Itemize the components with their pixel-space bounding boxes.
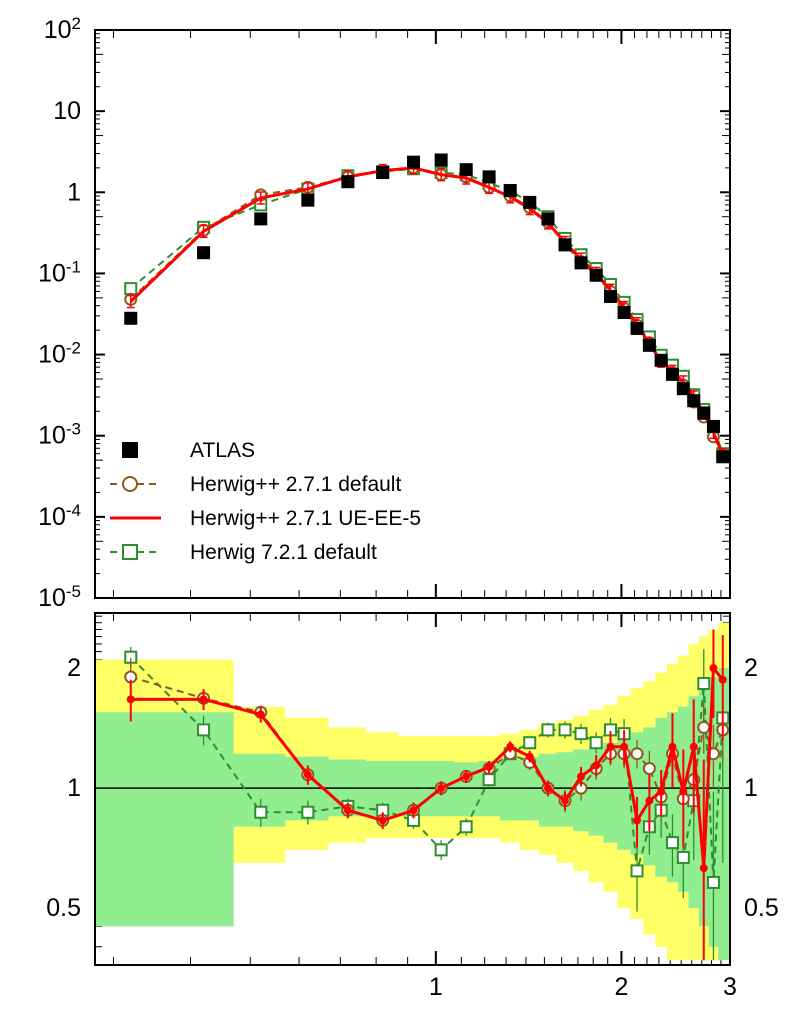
- legend-label-3: Herwig 7.2.1 default: [190, 541, 377, 564]
- plot-container: 102 10 1 10-1 10-2 10-3 10-4 10-5 2 2 1 1 0.5 0.5 1 2 3…: [0, 0, 786, 1024]
- svg-text:2: 2: [614, 973, 628, 1001]
- legend-label-2: Herwig++ 2.7.1 UE-EE-5: [190, 507, 421, 530]
- legend-label-1: Herwig++ 2.7.1 default: [190, 473, 401, 496]
- legend-label-0: ATLAS: [190, 439, 255, 462]
- svg-text:3: 3: [723, 973, 737, 1001]
- svg-text:2: 2: [67, 654, 81, 682]
- chart-svg: 10210110-110-210-310-410-5 2 21 10.5 0.51 2 3…: [0, 0, 786, 1024]
- svg-text:2: 2: [744, 654, 758, 682]
- svg-text:1: 1: [744, 774, 758, 802]
- svg-text:10: 10: [53, 97, 81, 125]
- svg-text:0.5: 0.5: [744, 894, 779, 922]
- svg-text:1: 1: [67, 178, 81, 206]
- svg-text:0.5: 0.5: [46, 894, 81, 922]
- svg-text:1: 1: [67, 774, 81, 802]
- svg-text:1: 1: [429, 973, 443, 1001]
